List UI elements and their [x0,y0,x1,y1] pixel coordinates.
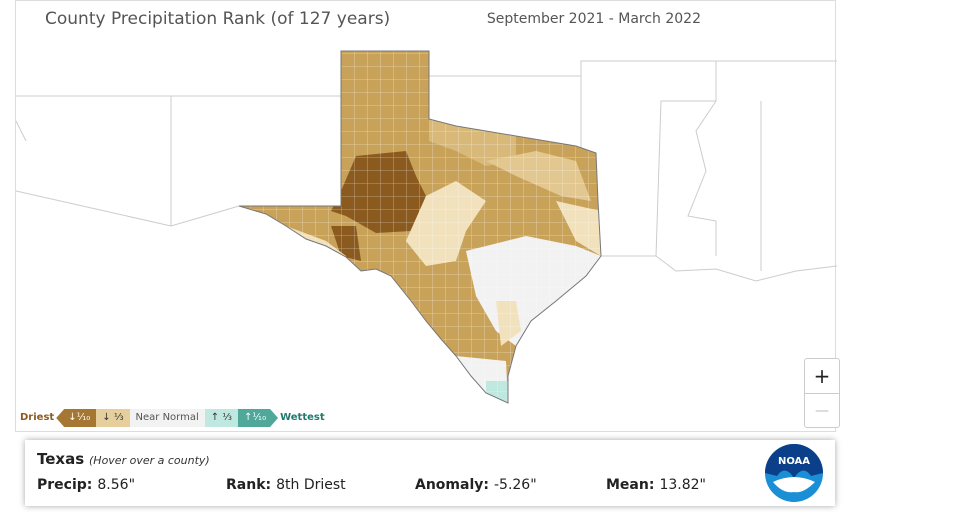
hint: (Hover over a county) [89,454,210,467]
field-label: Rank: [226,477,272,493]
legend: Driest ↓¹⁄₁₀ ↓ ⅓ Near Normal ↑ ⅓ ↑¹⁄₁₀ W… [18,409,327,427]
field-value: 8.56" [97,477,136,493]
info-panel: Texas (Hover over a county) Precip: 8.56"… [25,440,835,506]
field-value: 13.82" [659,477,706,493]
neighbor-borders [16,60,837,282]
map-title: County Precipitation Rank (of 127 years) [43,9,393,29]
zoom-in[interactable]: + [805,359,839,394]
field: Rank: 8th Driest [226,477,346,493]
legend-item: ↑ ⅓ [204,409,238,427]
field-value: -5.26" [493,477,537,493]
legend-item: ↑¹⁄₁₀ [238,409,278,427]
zoom-out[interactable]: — [815,403,829,419]
logo-text: NOAA [778,456,810,467]
legend-item: Near Normal [129,409,205,427]
legend-start: Driest [20,412,55,423]
region-name: Texas [37,450,85,468]
field: Mean: 13.82" [606,477,706,493]
noaa-logo: NOAA [765,444,823,502]
field: Precip: 8.56" [37,477,135,493]
field-label: Precip: [37,477,93,493]
field-label: Anomaly: [415,477,489,493]
field-label: Mean: [606,477,655,493]
legend-end: Wettest [280,412,325,423]
map[interactable]: County Precipitation Rank (of 127 years)… [15,0,840,432]
map-svg [16,50,837,404]
field: Anomaly: -5.26" [415,477,537,493]
period: September 2021 - March 2022 [486,11,701,27]
field-value: 8th Driest [276,477,346,493]
zoom-control: + — [804,358,840,428]
legend-item: ↓¹⁄₁₀ [56,409,97,427]
legend-item: ↓ ⅓ [96,409,130,427]
